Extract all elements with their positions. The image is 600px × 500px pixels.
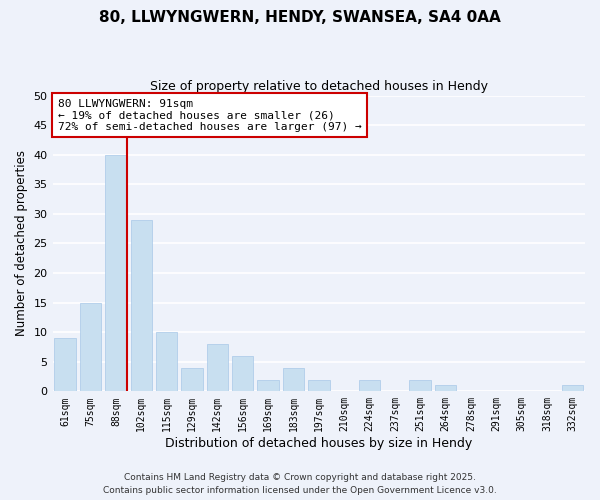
Text: 80, LLWYNGWERN, HENDY, SWANSEA, SA4 0AA: 80, LLWYNGWERN, HENDY, SWANSEA, SA4 0AA — [99, 10, 501, 25]
Y-axis label: Number of detached properties: Number of detached properties — [15, 150, 28, 336]
Bar — [181, 368, 203, 392]
Bar — [232, 356, 253, 392]
Bar — [308, 380, 329, 392]
Bar — [131, 220, 152, 392]
Bar — [435, 386, 457, 392]
Bar — [283, 368, 304, 392]
Bar — [206, 344, 228, 392]
Bar — [55, 338, 76, 392]
Bar — [105, 154, 127, 392]
Bar — [156, 332, 178, 392]
Bar — [359, 380, 380, 392]
Text: Contains HM Land Registry data © Crown copyright and database right 2025.
Contai: Contains HM Land Registry data © Crown c… — [103, 474, 497, 495]
Bar — [562, 386, 583, 392]
Bar — [80, 302, 101, 392]
Bar — [409, 380, 431, 392]
X-axis label: Distribution of detached houses by size in Hendy: Distribution of detached houses by size … — [165, 437, 472, 450]
Bar — [257, 380, 279, 392]
Title: Size of property relative to detached houses in Hendy: Size of property relative to detached ho… — [150, 80, 488, 93]
Text: 80 LLWYNGWERN: 91sqm
← 19% of detached houses are smaller (26)
72% of semi-detac: 80 LLWYNGWERN: 91sqm ← 19% of detached h… — [58, 98, 361, 132]
